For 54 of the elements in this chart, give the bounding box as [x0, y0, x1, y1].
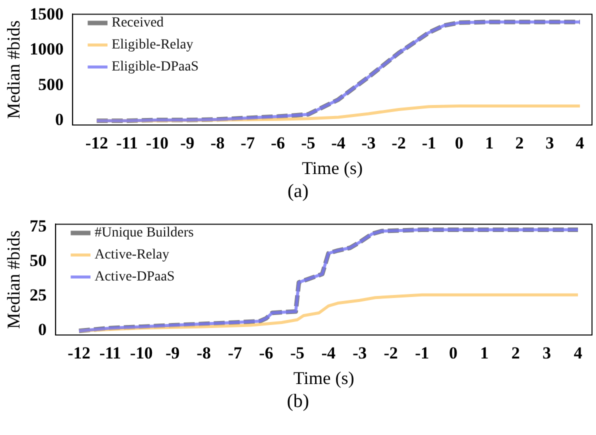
x-tick-label: -9 — [165, 344, 180, 363]
x-axis-title: Time (s) — [293, 368, 354, 388]
text: (a) — [286, 180, 310, 204]
x-tick-label: -8 — [210, 134, 225, 153]
y-tick-label: 1500 — [30, 4, 64, 24]
legend-label: Active-Relay — [94, 248, 170, 263]
x-tick-label: -4 — [331, 134, 346, 153]
legend-label: Received — [112, 16, 164, 31]
x-tick-label: -2 — [392, 134, 406, 153]
x-tick-label: -11 — [116, 134, 138, 153]
x-tick-label: -6 — [259, 344, 274, 363]
text: (b) — [286, 390, 310, 414]
x-tick-label: -8 — [196, 344, 211, 363]
x-tick-label: -12 — [68, 344, 90, 363]
x-tick-label: -9 — [180, 134, 194, 153]
y-tick-label: 1000 — [30, 40, 64, 59]
x-tick-label: -10 — [130, 344, 153, 363]
y-tick-label: 500 — [38, 74, 64, 94]
x-tick-label: -7 — [240, 134, 256, 153]
legend-label: #Unique Builders — [94, 226, 194, 241]
x-tick-label: -11 — [99, 344, 122, 363]
x-tick-label: 1 — [485, 134, 494, 153]
x-tick-label: -3 — [361, 134, 376, 153]
x-axis-title: Time (s) — [302, 158, 363, 178]
x-tick-label: 1 — [480, 344, 489, 363]
x-tick-label: -1 — [414, 344, 430, 363]
x-tick-label: -5 — [301, 134, 316, 153]
x-tick-label: -10 — [146, 134, 168, 153]
y-tick-label: 0 — [38, 320, 47, 340]
x-tick-label: 4 — [574, 344, 583, 363]
legend-label: Active-DPaaS — [94, 270, 175, 285]
x-tick-label: -4 — [321, 344, 336, 363]
x-tick-label: 2 — [515, 134, 524, 153]
y-tick-label: 50 — [30, 250, 47, 270]
y-axis-title: Median #bids — [4, 20, 24, 119]
x-tick-label: -6 — [270, 134, 286, 153]
y-tick-label: 0 — [55, 110, 64, 130]
x-tick-label: -1 — [422, 134, 436, 153]
x-tick-label: 3 — [545, 134, 554, 153]
x-tick-label: 4 — [576, 134, 585, 153]
x-tick-label: -2 — [384, 344, 398, 363]
x-tick-label: 0 — [448, 344, 458, 363]
x-tick-label: 2 — [511, 344, 520, 363]
y-tick-label: 75 — [30, 216, 47, 236]
y-tick-label: 25 — [30, 286, 47, 305]
x-tick-label: 0 — [454, 134, 464, 153]
x-tick-label: -5 — [290, 344, 304, 363]
legend-label: Eligible-Relay — [112, 38, 194, 53]
x-tick-label: 3 — [542, 344, 552, 363]
x-tick-label: -3 — [352, 344, 367, 363]
y-axis-title: Median #bids — [4, 230, 24, 329]
legend-label: Eligible-DPaaS — [112, 60, 199, 75]
x-tick-label: -7 — [228, 344, 242, 363]
x-tick-label: -12 — [85, 134, 108, 153]
